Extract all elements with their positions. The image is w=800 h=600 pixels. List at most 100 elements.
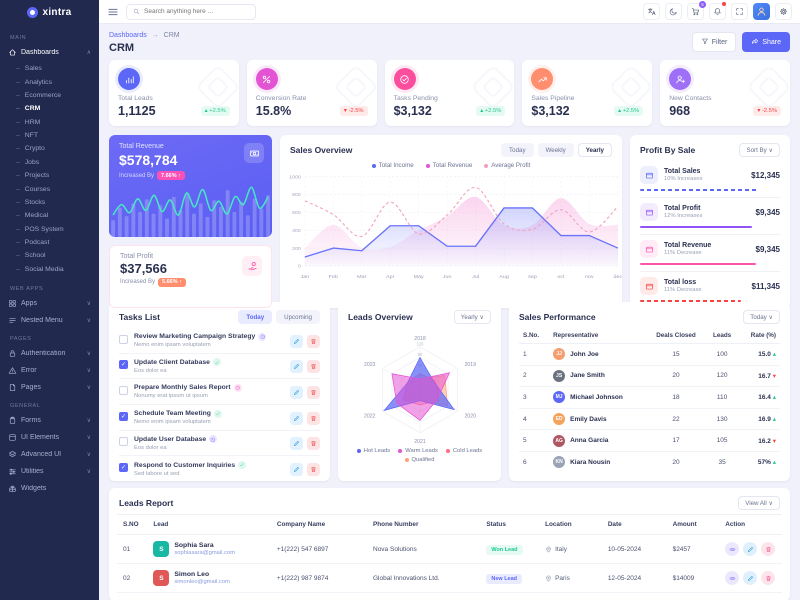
task-delete-button[interactable] [307, 360, 320, 374]
sidebar-subitem-ecommerce[interactable]: Ecommerce [0, 89, 99, 102]
cart-icon[interactable]: 5 [687, 1, 706, 20]
leads-overview-range-dropdown[interactable]: Yearly ∨ [453, 310, 491, 324]
legend-item: Average Profit [484, 162, 530, 169]
legend-item: Qualified [404, 457, 434, 463]
svg-text:May: May [414, 274, 425, 280]
breadcrumb-dashboards[interactable]: Dashboards [109, 32, 147, 39]
translate-icon[interactable] [643, 3, 660, 20]
edit-lead-button[interactable] [743, 542, 758, 556]
sidebar-item-ui-elements[interactable]: UI Elements ∨ [0, 429, 99, 446]
task-checkbox[interactable] [119, 385, 128, 395]
layers-icon [8, 450, 17, 459]
task-checkbox[interactable] [119, 334, 128, 344]
sidebar-item-forms[interactable]: Forms ∨ [0, 412, 99, 429]
task-edit-button[interactable] [290, 463, 303, 477]
tasks-tab-upcoming[interactable]: Upcoming [276, 310, 320, 324]
task-edit-button[interactable] [290, 385, 303, 399]
task-edit-button[interactable] [290, 360, 303, 374]
svg-text:400: 400 [292, 228, 301, 234]
task-checkbox[interactable]: ✓ [119, 463, 128, 473]
lead-email[interactable]: simonleo@gmail.com [174, 579, 230, 585]
leads-col-header: Location [539, 514, 602, 535]
fullscreen-icon[interactable] [731, 3, 748, 20]
revenue-delta-badge: 7.66% ↑ [157, 171, 185, 180]
chevron-down-icon: ∨ [86, 368, 91, 374]
sidebar-subitem-courses[interactable]: Courses [0, 182, 99, 195]
notifications-icon[interactable] [709, 2, 726, 20]
sidebar-subitem-sales[interactable]: Sales [0, 62, 99, 75]
avatar: JS [553, 369, 566, 382]
tab-yearly[interactable]: Yearly [577, 143, 612, 157]
sidebar-item-utilities[interactable]: Utilities ∨ [0, 463, 99, 480]
leads-overview-card: Leads Overview Yearly ∨ 2018 2019 2020 2021… [338, 302, 501, 482]
filter-button[interactable]: Filter [691, 32, 737, 52]
sidebar-item-advanced-ui[interactable]: Advanced UI ∨ [0, 446, 99, 463]
task-checkbox[interactable] [119, 437, 128, 447]
sidebar-item-widgets[interactable]: Widgets [0, 480, 99, 497]
view-all-dropdown[interactable]: View All ∨ [738, 496, 780, 510]
chevron-down-icon: ∨ [86, 351, 91, 357]
edit-lead-button[interactable] [743, 571, 758, 585]
task-delete-button[interactable] [307, 463, 320, 477]
sidebar-subitem-medical[interactable]: Medical [0, 209, 99, 222]
leads-col-header: Lead [147, 514, 271, 535]
view-lead-button[interactable] [725, 571, 740, 585]
task-delete-button[interactable] [307, 334, 320, 348]
search-input[interactable] [144, 8, 249, 15]
view-lead-button[interactable] [725, 542, 740, 556]
sidebar-item-dashboards[interactable]: Dashboards ∧ [0, 44, 99, 61]
user-avatar[interactable] [753, 3, 770, 20]
sidebar-subitem-school[interactable]: School [0, 249, 99, 262]
sidebar-subitem-nft[interactable]: NFT [0, 129, 99, 142]
task-title: Prepare Monthly Sales Report [134, 383, 284, 392]
task-edit-button[interactable] [290, 411, 303, 425]
kpi-card-tasks-pending: Tasks Pending $3,132 ▴ +2.5% [384, 60, 515, 126]
sort-by-dropdown[interactable]: Sort By ∨ [739, 143, 780, 157]
share-button[interactable]: Share [742, 32, 790, 52]
sidebar-subitem-podcast[interactable]: Podcast [0, 236, 99, 249]
sidebar-subitem-social-media[interactable]: Social Media [0, 263, 99, 276]
delete-lead-button[interactable] [761, 571, 776, 585]
task-delete-button[interactable] [307, 385, 320, 399]
task-subtitle: Sed labore ut sed [134, 470, 180, 477]
sidebar-subitem-hrm[interactable]: HRM [0, 116, 99, 129]
sidebar-subitem-stocks[interactable]: Stocks [0, 196, 99, 209]
sidebar-subitem-crypto[interactable]: Crypto [0, 142, 99, 155]
sales-overview-chart: 0 200 400 600 800 1000 Jan Feb Mar Apr May Jun Jul Au… [289, 175, 622, 281]
avatar: AG [553, 434, 566, 447]
sidebar-item-apps[interactable]: Apps ∨ [0, 295, 99, 312]
lead-email[interactable]: sophiasara@gmail.com [174, 550, 236, 556]
task-delete-button[interactable] [307, 411, 320, 425]
task-checkbox[interactable]: ✓ [119, 411, 128, 421]
sidebar-item-authentication[interactable]: Authentication ∨ [0, 345, 99, 362]
sidebar-subitem-analytics[interactable]: Analytics [0, 75, 99, 88]
task-edit-button[interactable] [290, 334, 303, 348]
app-logo[interactable]: xintra [0, 0, 99, 24]
sidebar-item-pages[interactable]: Pages ∨ [0, 379, 99, 396]
pbs-item-title: Total Sales [664, 168, 701, 175]
pbs-progress-bar [640, 189, 759, 191]
task-delete-button[interactable] [307, 437, 320, 451]
task-edit-button[interactable] [290, 437, 303, 451]
sidebar-nav: MAIN Dashboards ∧ SalesAnalyticsEcommerc… [0, 24, 99, 505]
sidebar-subitem-crm[interactable]: CRM [0, 102, 99, 115]
hamburger-menu-icon[interactable] [107, 6, 119, 18]
kpi-value: 15.8% [255, 104, 292, 118]
tab-weekly[interactable]: Weekly [537, 143, 574, 157]
sidebar-item-nested-menu[interactable]: Nested Menu ∨ [0, 312, 99, 329]
dark-mode-icon[interactable] [665, 3, 682, 20]
tasks-tab-today[interactable]: Today [238, 310, 273, 324]
sidebar-subitem-pos-system[interactable]: POS System [0, 223, 99, 236]
search-box[interactable] [126, 3, 256, 20]
tab-today[interactable]: Today [501, 143, 534, 157]
sales-performance-range-dropdown[interactable]: Today ∨ [743, 310, 780, 324]
kpi-label: New Contacts [669, 95, 712, 102]
delete-lead-button[interactable] [761, 542, 776, 556]
chevron-down-icon: ∨ [86, 452, 91, 458]
sidebar-item-error[interactable]: Error ∨ [0, 362, 99, 379]
settings-gear-icon[interactable] [775, 3, 792, 20]
sidebar-subitem-projects[interactable]: Projects [0, 169, 99, 182]
sidebar-subitem-jobs[interactable]: Jobs [0, 156, 99, 169]
task-checkbox[interactable]: ✓ [119, 360, 128, 370]
task-title: Update User Database [134, 435, 284, 444]
